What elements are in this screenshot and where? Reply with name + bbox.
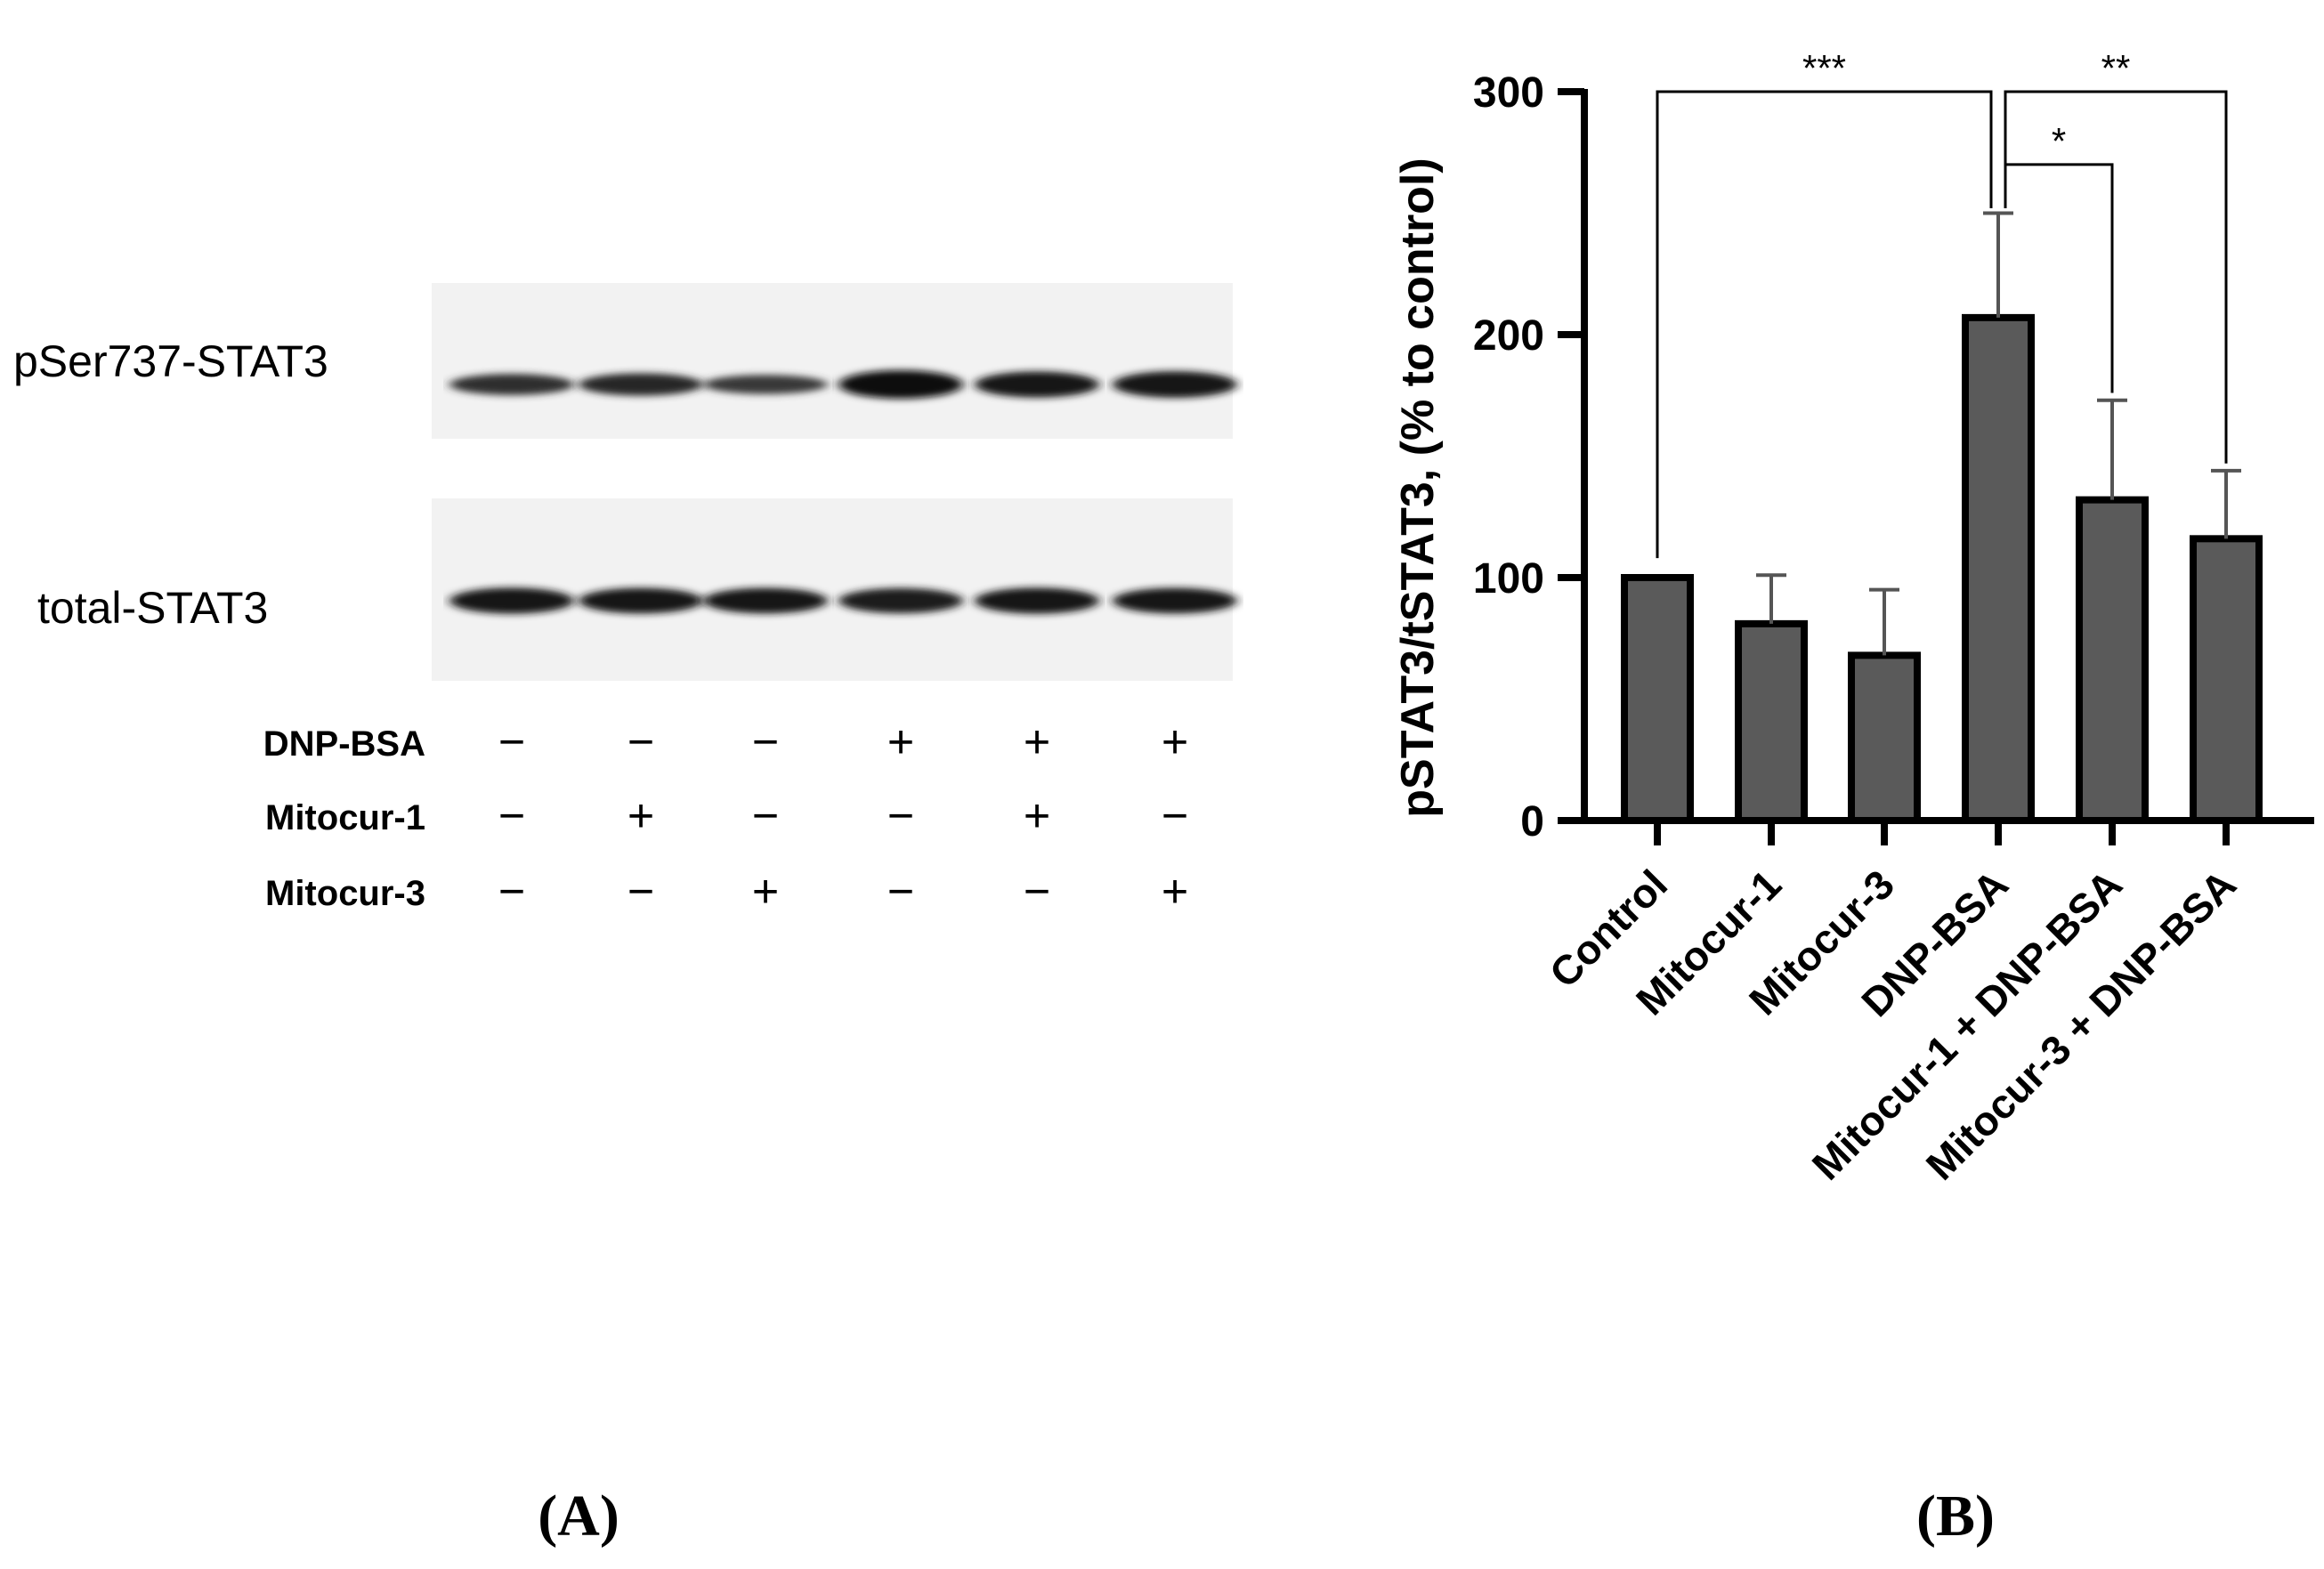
condition-label-mitocur-3: Mitocur-3 [265,874,425,913]
condition-sign-mitocur-1-lane-4: − [887,790,914,842]
bar-2 [1735,619,1808,824]
condition-sign-mitocur-1-lane-5: + [1024,790,1050,842]
blot-band-1-lane-3 [703,375,828,394]
significance-label-1: *** [1802,47,1846,89]
significance-label-3: * [2052,120,2066,162]
chart-bars [1621,313,2263,824]
y-tick-label-100: 100 [1473,555,1544,603]
condition-sign-mitocur-3-lane-3: + [752,866,779,918]
condition-sign-mitocur-3-lane-4: − [887,866,914,918]
condition-sign-mitocur-1-lane-2: + [628,790,654,842]
chart-axes [1558,88,2314,845]
condition-sign-mitocur-3-lane-6: + [1162,866,1188,918]
significance-bracket-1 [1656,90,1993,559]
y-axis-title: pSTAT3/tSTAT3, (% to control) [1392,158,1444,817]
condition-sign-dnp-bsa-lane-1: − [498,716,525,768]
blot-label-total-stat3: total-STAT3 [37,583,268,633]
significance-bracket-2 [2004,90,2228,464]
y-tick-label-0: 0 [1520,798,1544,845]
y-tick-labels: 0 100 200 300 [1473,69,1544,845]
blot-band-1-lane-2 [579,373,703,396]
condition-sign-mitocur-1-lane-1: − [498,790,525,842]
blot-band-1-lane-4 [838,370,963,399]
bar-5 [2076,496,2149,824]
condition-sign-dnp-bsa-lane-5: + [1024,716,1050,768]
bar-1 [1621,574,1694,824]
blot-band-2-lane-6 [1113,587,1237,614]
condition-sign-dnp-bsa-lane-4: + [887,716,914,768]
y-tick-label-200: 200 [1473,312,1544,360]
blot-bands-total-stat3 [449,587,1237,614]
blot-band-2-lane-1 [449,587,574,614]
condition-label-dnp-bsa: DNP-BSA [263,724,425,764]
condition-sign-mitocur-3-lane-5: − [1024,866,1050,918]
treatment-conditions: DNP-BSA − − − + + + Mitocur-1 − + − − + − Mitocur-3 − − +… [263,716,1188,918]
panel-label-b: (B) [1916,1484,1995,1549]
chart-error-bars [1756,211,2241,656]
x-category-labels: ControlMitocur-1Mitocur-3DNP-BSAMitocur-… [1541,861,2245,1188]
blot-membrane-2 [432,498,1233,681]
bar-3 [1848,651,1921,824]
bar-4 [1962,313,2035,824]
blot-band-2-lane-2 [579,587,703,614]
blot-bands-pstat3 [449,370,1237,399]
panel-a-western-blot: pSer737-STAT3 total-STAT3 DNP-BSA − − − + + + M… [13,283,1237,1549]
condition-sign-mitocur-1-lane-3: − [752,790,779,842]
condition-sign-mitocur-1-lane-6: − [1162,790,1188,842]
condition-sign-dnp-bsa-lane-2: − [628,716,654,768]
significance-label-2: ** [2101,47,2131,89]
blot-band-1-lane-6 [1113,371,1237,398]
blot-band-1-lane-5 [975,371,1099,398]
significance-bracket-3 [2004,163,2114,393]
condition-label-mitocur-1: Mitocur-1 [265,798,425,837]
condition-sign-dnp-bsa-lane-3: − [752,716,779,768]
blot-band-1-lane-1 [449,374,574,395]
blot-membrane-1 [432,283,1233,439]
y-tick-label-300: 300 [1473,69,1544,117]
blot-band-2-lane-4 [838,587,963,614]
significance-brackets: *** *** [1656,47,2228,559]
condition-sign-dnp-bsa-lane-6: + [1162,716,1188,768]
condition-sign-mitocur-3-lane-1: − [498,866,525,918]
condition-sign-mitocur-3-lane-2: − [628,866,654,918]
blot-band-2-lane-3 [703,587,828,614]
blot-band-2-lane-5 [975,587,1099,614]
blot-label-pser737-stat3: pSer737-STAT3 [13,336,328,386]
panel-label-a: (A) [538,1484,619,1549]
bar-6 [2190,535,2263,824]
